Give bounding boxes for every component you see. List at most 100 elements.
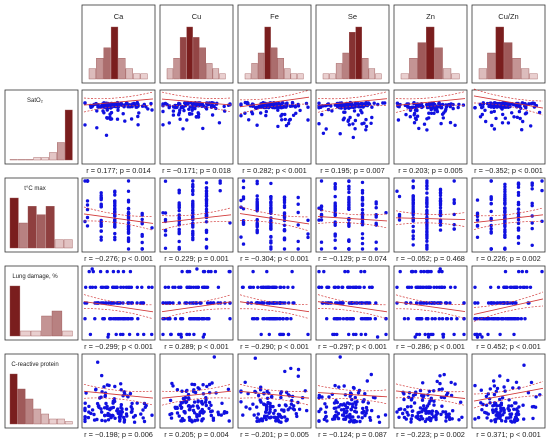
scatter-point (103, 419, 108, 423)
correlation-separator: ; (506, 342, 510, 351)
scatter-point (351, 135, 355, 140)
scatter-point (333, 206, 337, 210)
scatter-cell-1-2: r = −0.304; p < 0.001 (237, 177, 312, 263)
scatter-point (99, 191, 103, 195)
scatter-point (347, 224, 351, 228)
scatter-point (516, 185, 521, 189)
scatter-point (207, 406, 211, 411)
scatter-point (489, 209, 493, 214)
scatter-point (255, 221, 259, 225)
scatter-point (99, 220, 103, 225)
scatter-point (190, 317, 194, 321)
scatter-point (397, 415, 401, 419)
column-histogram-bar (355, 26, 362, 80)
scatter-point (320, 395, 324, 399)
scatter-cell-frame (237, 89, 312, 165)
scatter-point (344, 317, 349, 321)
scatter-point (104, 133, 109, 137)
scatter-point (524, 106, 528, 110)
scatter-point (180, 405, 184, 410)
scatter-point (319, 218, 324, 222)
scatter-point (84, 391, 88, 395)
correlation-separator: ; (352, 430, 356, 439)
scatter-point (403, 408, 407, 412)
scatter-point (211, 418, 216, 422)
scatter-point (216, 285, 221, 289)
scatter-point (514, 412, 518, 417)
correlation-p: p < 0.001 (356, 342, 387, 351)
scatter-point (192, 382, 197, 387)
correlation-p: p = 0.007 (354, 166, 385, 175)
confidence-band-upper (161, 91, 232, 99)
correlation-r: 0.205 (175, 430, 194, 439)
scatter-point (277, 403, 281, 408)
scatter-point (256, 393, 261, 398)
scatter-point (128, 269, 133, 274)
scatter-point (269, 227, 273, 231)
scatter-point (347, 123, 351, 127)
scatter-point (438, 201, 443, 205)
scatter-point (332, 285, 336, 289)
scatter-point (409, 404, 413, 409)
scatter-point (426, 335, 431, 339)
scatter-point (286, 408, 290, 412)
scatter-point (288, 117, 292, 122)
column-header-frame (237, 4, 312, 84)
scatter-point (503, 116, 507, 120)
scatter-point (438, 188, 443, 193)
scatter-point (494, 407, 498, 411)
scatter-point (113, 231, 117, 236)
scatter-point (397, 407, 401, 412)
column-histogram-bar (375, 73, 382, 80)
scatter-point (204, 186, 209, 190)
scatter-point (168, 398, 173, 403)
scatter-point (83, 317, 87, 321)
scatter-point (265, 317, 269, 321)
scatter-cell-1-5: r = 0.226; p = 0.002 (471, 177, 546, 263)
confidence-band-lower (161, 221, 232, 230)
scatter-point (270, 285, 274, 289)
correlation-prefix: r = (318, 430, 329, 439)
scatter-point (359, 332, 363, 337)
scatter-point (115, 117, 120, 121)
scatter-point (351, 103, 355, 108)
scatter-point (161, 301, 165, 305)
scatter-point (109, 117, 114, 121)
scatter-point (513, 401, 517, 405)
scatter-point (226, 387, 231, 391)
regression-line (83, 98, 154, 106)
scatter-point (360, 202, 365, 206)
scatter-point (325, 419, 329, 423)
scatter-point (296, 247, 300, 251)
scatter-point (441, 116, 445, 120)
scatter-point (411, 237, 415, 241)
correlation-stat-label: r = 0.226; p = 0.002 (476, 254, 541, 263)
correlation-p: p < 0.001 (198, 342, 229, 351)
scatter-point (425, 244, 429, 248)
correlation-prefix: r = (162, 166, 173, 175)
scatter-point (279, 395, 283, 400)
scatter-point (204, 200, 209, 204)
scatter-point (538, 393, 542, 397)
scatter-point (204, 229, 209, 233)
scatter-point (432, 389, 436, 393)
scatter-point (282, 409, 286, 413)
correlation-r: −0.276 (95, 254, 118, 263)
scatter-point (88, 332, 93, 337)
row-label: Lung damage, % (12, 274, 58, 280)
scatter-point (303, 389, 307, 393)
scatter-point (508, 285, 513, 289)
scatter-point (473, 417, 477, 421)
correlation-r: 0.195 (331, 166, 350, 175)
scatter-point (360, 241, 365, 246)
scatter-point (239, 114, 243, 118)
scatter-point (140, 222, 144, 226)
regression-line (239, 96, 310, 108)
scatter-point (273, 415, 277, 419)
scatter-point (106, 332, 111, 337)
correlation-r: 0.177 (97, 166, 116, 175)
scatter-point (442, 285, 447, 289)
scatter-point (255, 206, 259, 210)
scatter-point (409, 420, 413, 424)
scatter-point (119, 403, 124, 407)
